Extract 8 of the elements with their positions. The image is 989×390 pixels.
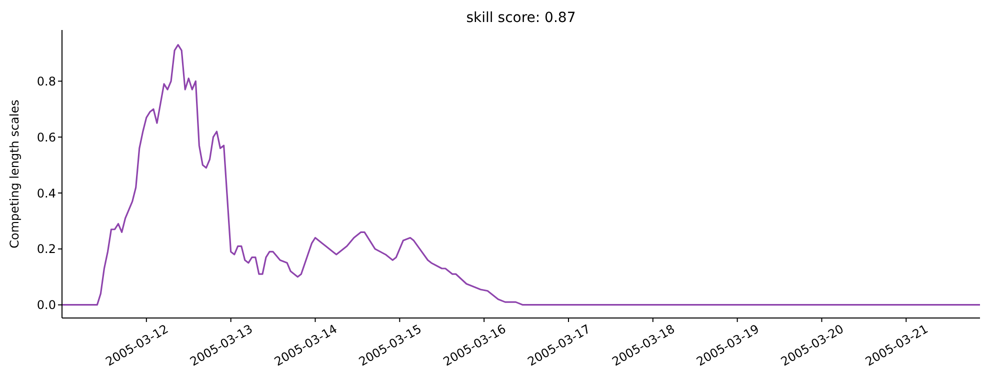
y-tick-label: 0.6 xyxy=(36,130,56,144)
y-tick-label: 0.2 xyxy=(36,242,56,256)
chart-title: skill score: 0.87 xyxy=(465,9,577,28)
y-tick-label: 0.8 xyxy=(36,74,56,88)
y-tick-label: 0.0 xyxy=(36,298,56,312)
line-series xyxy=(62,44,980,306)
y-tick-label: 0.4 xyxy=(36,186,56,200)
y-axis-title: Competing length scales xyxy=(7,100,22,248)
